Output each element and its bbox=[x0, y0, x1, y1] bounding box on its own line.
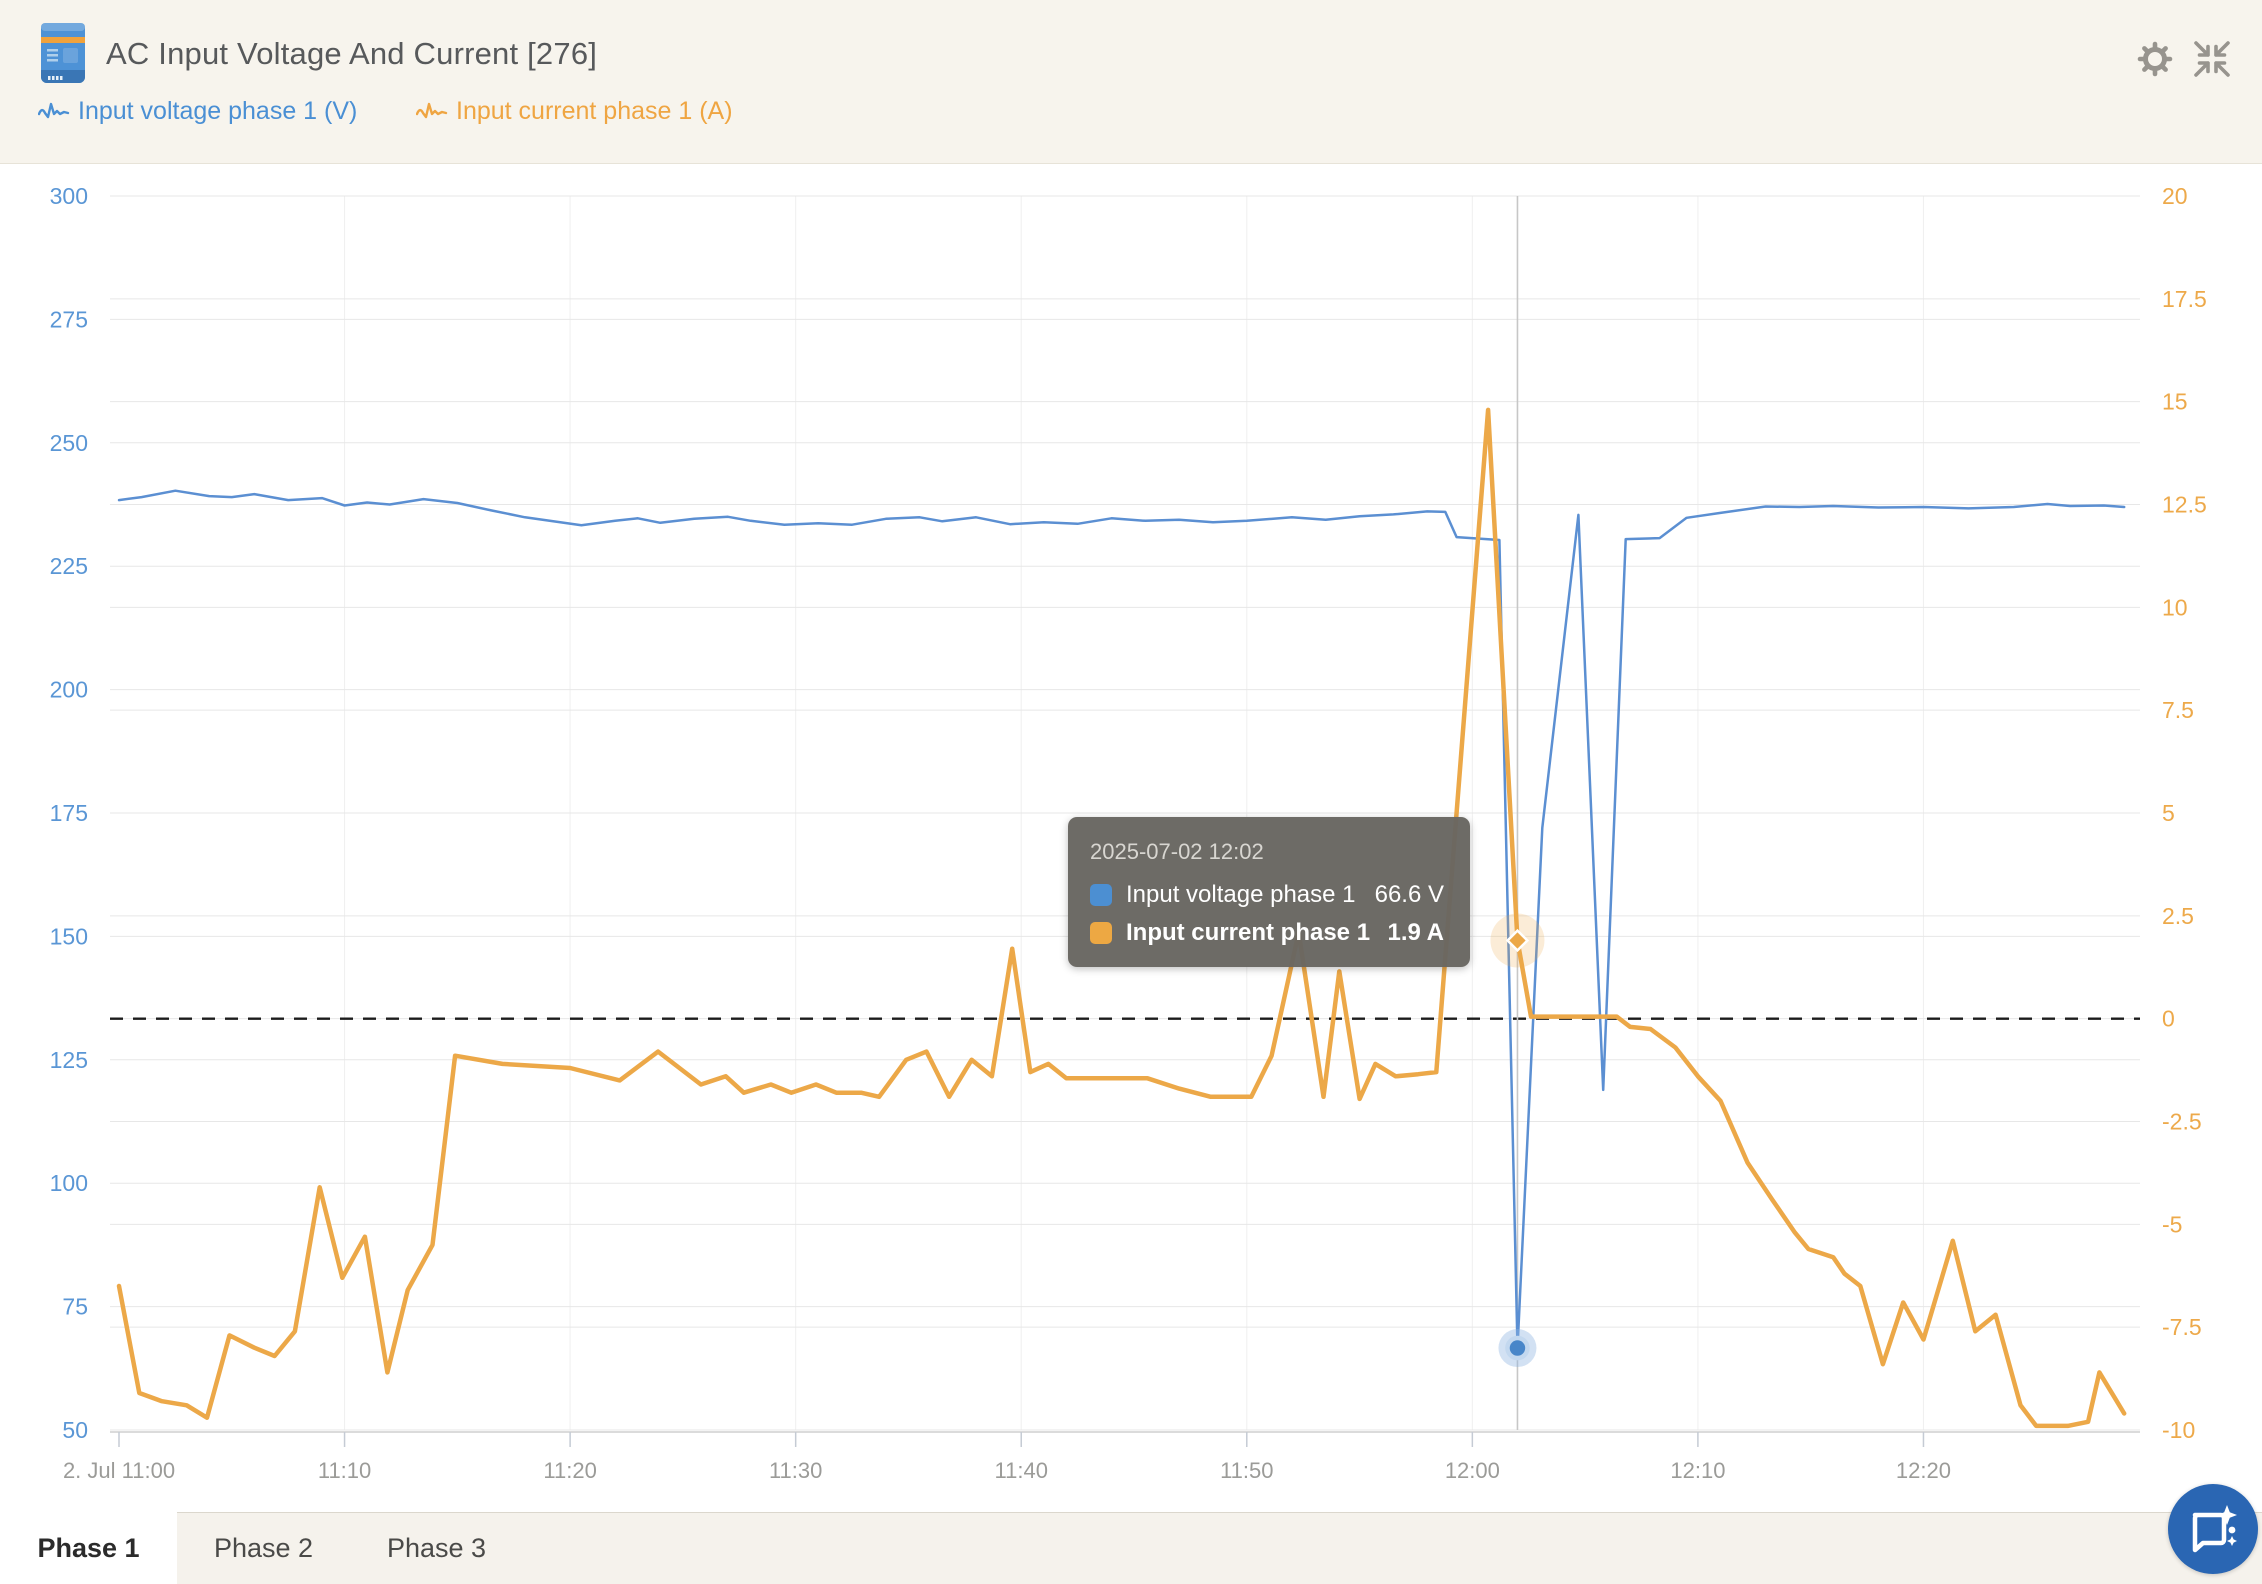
header-actions bbox=[2134, 38, 2232, 85]
widget-title: AC Input Voltage And Current [276] bbox=[106, 36, 598, 71]
x-axis-label: 2. Jul 11:00 bbox=[63, 1458, 175, 1483]
phase-tabbar: Phase 1 Phase 2 Phase 3 bbox=[0, 1512, 2262, 1584]
wave-icon bbox=[38, 102, 70, 118]
current-swatch bbox=[1090, 922, 1112, 944]
tab-phase-3[interactable]: Phase 3 bbox=[350, 1513, 523, 1584]
right-axis-label: 17.5 bbox=[2162, 286, 2207, 312]
x-axis-label: 11:30 bbox=[769, 1458, 822, 1483]
x-axis-label: 12:20 bbox=[1896, 1458, 1951, 1483]
left-axis-label: 275 bbox=[50, 306, 88, 332]
x-axis-label: 12:00 bbox=[1445, 1458, 1500, 1483]
voltage-line[interactable] bbox=[117, 489, 2126, 1350]
tab-label: Phase 2 bbox=[213, 1533, 314, 1563]
right-axis-label: 2.5 bbox=[2162, 903, 2194, 929]
collapse-icon[interactable] bbox=[2192, 39, 2232, 84]
chart-tooltip: 2025-07-02 12:02 Input voltage phase 1 6… bbox=[1068, 817, 1470, 967]
left-axis-label: 300 bbox=[50, 183, 88, 209]
tooltip-value: 66.6 V bbox=[1374, 881, 1444, 908]
left-axis-label: 50 bbox=[62, 1417, 88, 1443]
tab-phase-1[interactable]: Phase 1 bbox=[0, 1512, 177, 1584]
right-axis-label: 0 bbox=[2162, 1006, 2175, 1032]
x-axis-label: 11:10 bbox=[318, 1458, 371, 1483]
assistant-button[interactable] bbox=[2168, 1484, 2258, 1574]
tab-label: Phase 3 bbox=[386, 1533, 487, 1563]
legend-label: Input voltage phase 1 (V) bbox=[78, 97, 358, 125]
tooltip-row-voltage: Input voltage phase 1 66.6 V bbox=[1090, 881, 1444, 909]
left-axis-label: 225 bbox=[50, 553, 88, 579]
tooltip-label: Input voltage phase 1 bbox=[1126, 881, 1356, 908]
right-axis-label: 10 bbox=[2162, 594, 2188, 620]
left-axis-label: 250 bbox=[50, 430, 88, 456]
x-axis-label: 11:40 bbox=[995, 1458, 1048, 1483]
right-axis-label: -10 bbox=[2162, 1417, 2195, 1443]
tooltip-label: Input current phase 1 bbox=[1126, 919, 1371, 946]
legend-label: Input current phase 1 (A) bbox=[456, 97, 733, 125]
voltage-swatch bbox=[1090, 884, 1112, 906]
tooltip-row-current: Input current phase 1 1.9 A bbox=[1090, 919, 1444, 947]
tooltip-value: 1.9 A bbox=[1387, 919, 1444, 946]
x-axis-label: 11:50 bbox=[1220, 1458, 1273, 1483]
current-line[interactable] bbox=[116, 407, 2127, 1429]
left-axis-label: 175 bbox=[50, 800, 88, 826]
current-marker[interactable] bbox=[1505, 928, 1530, 953]
right-axis-label: -7.5 bbox=[2162, 1314, 2202, 1340]
wave-icon bbox=[416, 102, 448, 118]
x-axis-label: 11:20 bbox=[543, 1458, 596, 1483]
tab-label: Phase 1 bbox=[37, 1532, 140, 1563]
chat-sparkle-icon bbox=[2192, 1505, 2237, 1553]
legend-item-current[interactable]: Input current phase 1 (A) bbox=[416, 97, 733, 126]
inverter-icon bbox=[40, 22, 88, 91]
right-axis-label: -5 bbox=[2162, 1211, 2182, 1237]
x-axis-label: 12:10 bbox=[1670, 1458, 1725, 1483]
tab-phase-2[interactable]: Phase 2 bbox=[177, 1513, 350, 1584]
left-axis-label: 125 bbox=[50, 1047, 88, 1073]
chart-area[interactable]: 300 275 250 225 200 175 150 125 100 75 50 20 17.5 15 1… bbox=[0, 164, 2262, 1512]
legend-item-voltage[interactable]: Input voltage phase 1 (V) bbox=[38, 97, 357, 126]
left-axis-label: 150 bbox=[50, 923, 88, 949]
right-axis-label: 5 bbox=[2162, 800, 2175, 826]
right-axis-label: 20 bbox=[2162, 183, 2188, 209]
left-axis-label: 200 bbox=[50, 677, 88, 703]
chart-svg: 30027525022520017515012510075502017.5151… bbox=[50, 183, 2207, 1483]
widget-header: AC Input Voltage And Current [276] Input… bbox=[0, 0, 2262, 164]
right-axis-label: -2.5 bbox=[2162, 1109, 2202, 1135]
voltage-marker[interactable] bbox=[1505, 1335, 1530, 1361]
gear-icon[interactable] bbox=[2134, 38, 2176, 85]
right-axis-label: 12.5 bbox=[2162, 492, 2207, 518]
tooltip-date: 2025-07-02 12:02 bbox=[1090, 839, 1264, 864]
left-axis-label: 100 bbox=[50, 1170, 88, 1196]
right-axis-label: 15 bbox=[2162, 389, 2188, 415]
left-axis-label: 75 bbox=[62, 1294, 88, 1320]
tabbar-inactive-strip: Phase 2 Phase 3 bbox=[177, 1512, 2262, 1584]
right-axis-label: 7.5 bbox=[2162, 697, 2194, 723]
